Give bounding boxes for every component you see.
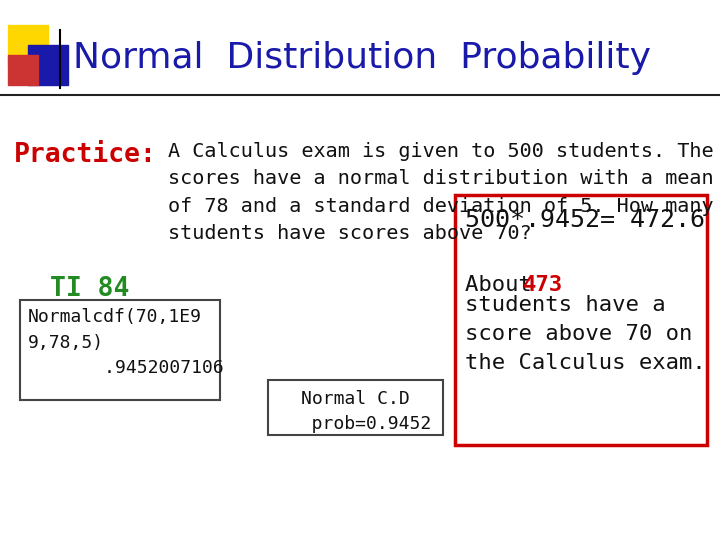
Bar xyxy=(8,55,38,85)
Bar xyxy=(8,25,48,65)
Text: Normal  Distribution  Probability: Normal Distribution Probability xyxy=(73,41,651,75)
Text: 473: 473 xyxy=(523,275,563,295)
Text: TI 84: TI 84 xyxy=(50,276,130,302)
Bar xyxy=(28,45,68,85)
Text: students have a
score above 70 on
the Calculus exam.: students have a score above 70 on the Ca… xyxy=(465,295,706,373)
Bar xyxy=(268,380,443,435)
Text: 500*.9452= 472.6: 500*.9452= 472.6 xyxy=(465,208,705,232)
Bar xyxy=(20,300,220,400)
Text: Normal C.D
   prob=0.9452: Normal C.D prob=0.9452 xyxy=(279,390,431,433)
Text: A Calculus exam is given to 500 students. The
scores have a normal distribution : A Calculus exam is given to 500 students… xyxy=(168,142,714,243)
Bar xyxy=(455,195,707,445)
Text: Practice:: Practice: xyxy=(14,142,157,168)
Text: About: About xyxy=(465,275,545,295)
Text: Normalcdf(70,1E9
9,78,5)
       .9452007106: Normalcdf(70,1E9 9,78,5) .9452007106 xyxy=(28,308,224,377)
